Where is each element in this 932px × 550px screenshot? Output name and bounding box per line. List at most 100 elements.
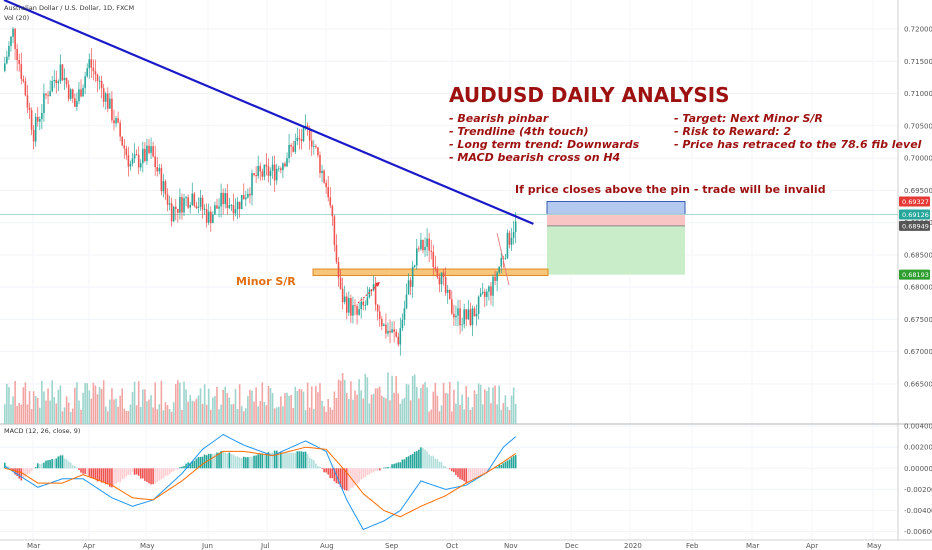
macd-histogram-bar [207, 453, 210, 469]
candle-body [55, 79, 58, 84]
macd-histogram-bar [57, 456, 60, 469]
volume-bar [280, 396, 282, 424]
candle-body [212, 214, 214, 224]
macd-histogram-bar [10, 468, 12, 470]
macd-histogram-bar [317, 466, 319, 469]
macd-histogram-bar [461, 468, 463, 480]
volume-bar [249, 389, 251, 424]
macd-histogram-bar [234, 456, 237, 469]
macd-histogram-bar [51, 459, 53, 469]
volume-bar [358, 379, 360, 424]
volume-bar [438, 411, 441, 424]
macd-histogram-bar [129, 468, 132, 475]
candle-body [310, 140, 313, 147]
macd-histogram-bar [508, 459, 511, 469]
candle-body [113, 120, 115, 124]
macd-histogram-bar [259, 453, 262, 469]
macd-histogram-bar [455, 468, 457, 476]
macd-histogram-bar [30, 468, 33, 472]
volume-bar [356, 394, 358, 424]
volume-bar [111, 388, 113, 424]
volume-bar [216, 386, 218, 424]
macd-histogram-bar [284, 452, 286, 469]
candle-body [265, 164, 268, 167]
volume-bar [405, 383, 408, 424]
candle-body [479, 293, 482, 297]
candle-body [339, 277, 342, 289]
volume-bar [434, 382, 437, 424]
volume-bar [273, 408, 276, 424]
candle-body [356, 306, 358, 315]
volume-bar [164, 402, 167, 424]
candlesticks [4, 26, 517, 356]
candle-body [179, 197, 181, 213]
volume-bar [284, 393, 286, 424]
macd-histogram-bar [8, 466, 10, 469]
volume-label: Vol (20) [4, 14, 29, 22]
candle-body [385, 324, 387, 334]
candle-body [259, 165, 262, 172]
volume-bar [428, 411, 430, 424]
macd-histogram-bar [413, 451, 416, 469]
macd-histogram-bar [514, 454, 517, 469]
volume-bar [4, 404, 6, 424]
candle-body [57, 81, 60, 84]
macd-histogram-bar [228, 452, 231, 469]
volume-bar [448, 382, 451, 424]
macd-histogram-bar [53, 459, 56, 469]
candle-body [319, 155, 321, 174]
macd-histogram-bar [71, 465, 74, 469]
macd-histogram-bar [189, 462, 191, 469]
candle-body [345, 296, 348, 313]
macd-histogram-bar [12, 468, 14, 472]
macd-histogram-bar [442, 465, 445, 469]
macd-histogram-bar [203, 454, 206, 469]
macd-histogram-bar [277, 452, 280, 469]
stop-zone [546, 200, 686, 215]
volume-bar [226, 393, 229, 424]
volume-bar [302, 391, 305, 424]
volume-bar [57, 389, 60, 424]
macd-histogram-bar [240, 458, 243, 469]
candle-body [80, 89, 82, 97]
volume-bar [395, 376, 397, 424]
volume-bar [362, 398, 365, 424]
macd-line [4, 433, 517, 531]
candle-body [242, 195, 245, 200]
candle-body [403, 308, 406, 320]
volume-bar [329, 407, 332, 424]
trendline[interactable] [3, 0, 534, 225]
macd-histogram-bar [463, 468, 465, 482]
volume-bar [152, 407, 154, 424]
macd-histogram-bar [69, 462, 72, 469]
volume-bar [255, 387, 257, 424]
macd-histogram-bar [100, 468, 103, 483]
candle-body [277, 168, 280, 170]
candle-body [298, 137, 301, 139]
macd-histogram-bar [162, 468, 165, 479]
volume-bar [142, 389, 144, 424]
time-tick-label: Jul [260, 542, 270, 550]
volume-bar [457, 381, 459, 424]
candle-body [323, 170, 325, 183]
macd-histogram-bar [465, 468, 468, 484]
macd-histogram-bar [366, 468, 369, 476]
candle-body [387, 330, 389, 334]
macd-histogram-bar [55, 458, 58, 469]
candle-body [18, 60, 21, 64]
volume-bar [494, 385, 496, 424]
candle-body [372, 284, 375, 291]
candle-body [104, 93, 107, 102]
candle-body [465, 309, 468, 320]
volume-bar [197, 395, 200, 424]
macd-histogram-bar [45, 460, 47, 469]
macd-histogram-bar [32, 468, 35, 469]
minor-sr-zone[interactable] [312, 268, 549, 276]
macd-histogram-bar [512, 455, 515, 469]
volume-bar [94, 385, 97, 424]
volume-bar [92, 382, 95, 424]
macd-histogram-bar [473, 468, 476, 480]
macd-histogram-bar [158, 468, 161, 481]
candle-body [78, 89, 80, 102]
